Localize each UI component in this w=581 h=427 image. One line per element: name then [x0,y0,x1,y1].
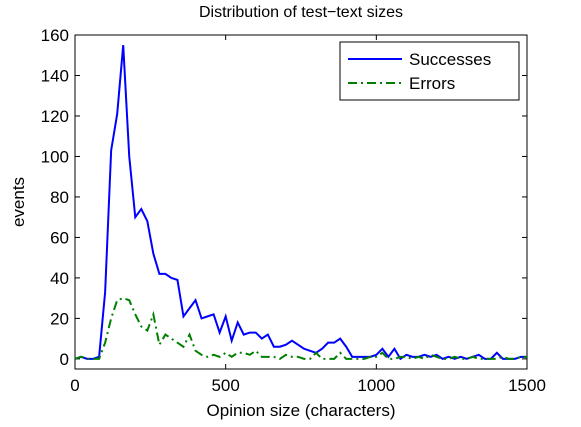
chart-title: Distribution of test−text sizes [199,4,403,21]
legend-label: Errors [409,74,455,93]
y-tick-label: 60 [50,228,69,247]
y-tick-label: 40 [50,269,69,288]
legend-label: Successes [409,50,491,69]
y-tick-label: 20 [50,309,69,328]
y-axis-label: events [9,177,28,227]
y-tick-label: 80 [50,188,69,207]
x-axis-label: Opinion size (characters) [207,401,396,420]
y-tick-label: 140 [41,66,69,85]
series-line [74,297,527,360]
y-tick-label: 120 [41,107,69,126]
x-tick-label: 0 [70,376,79,395]
y-tick-label: 160 [41,26,69,45]
x-tick-label: 1500 [508,376,546,395]
y-tick-label: 100 [41,147,69,166]
x-tick-label: 1000 [357,376,395,395]
legend-box [339,41,520,101]
y-tick-label: 0 [60,350,69,369]
x-tick-label: 500 [211,376,239,395]
